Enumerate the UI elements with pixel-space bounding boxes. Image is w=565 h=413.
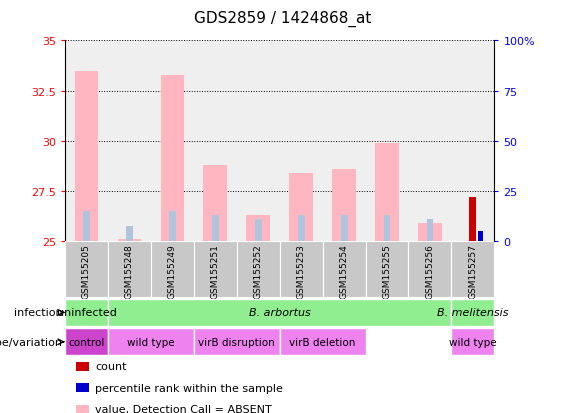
Text: GSM155249: GSM155249 bbox=[168, 243, 177, 298]
Text: GSM155255: GSM155255 bbox=[383, 243, 392, 298]
Text: GSM155205: GSM155205 bbox=[82, 243, 91, 298]
Bar bbox=[108, 41, 151, 242]
Text: value, Detection Call = ABSENT: value, Detection Call = ABSENT bbox=[95, 404, 272, 413]
Bar bbox=[151, 242, 194, 297]
Bar bbox=[65, 41, 108, 242]
Bar bbox=[341, 216, 347, 242]
Text: GSM155253: GSM155253 bbox=[297, 243, 306, 298]
Bar bbox=[169, 211, 176, 242]
Bar bbox=[83, 211, 90, 242]
Text: GSM155254: GSM155254 bbox=[340, 243, 349, 298]
Bar bbox=[160, 75, 184, 242]
Bar bbox=[118, 240, 141, 242]
Bar bbox=[194, 41, 237, 242]
Bar bbox=[470, 197, 476, 242]
Bar bbox=[408, 41, 451, 242]
Bar bbox=[126, 227, 133, 242]
Text: B. melitensis: B. melitensis bbox=[437, 308, 508, 318]
Bar bbox=[280, 328, 366, 356]
Text: uninfected: uninfected bbox=[56, 308, 116, 318]
Bar bbox=[246, 216, 270, 242]
Bar bbox=[237, 242, 280, 297]
Bar bbox=[366, 242, 408, 297]
Text: GSM155252: GSM155252 bbox=[254, 243, 263, 298]
Text: B. arbortus: B. arbortus bbox=[249, 308, 311, 318]
Bar bbox=[255, 220, 262, 242]
Bar bbox=[451, 242, 494, 297]
Bar bbox=[375, 143, 399, 242]
Text: virB disruption: virB disruption bbox=[198, 337, 275, 347]
Text: percentile rank within the sample: percentile rank within the sample bbox=[95, 383, 284, 393]
Bar bbox=[418, 223, 442, 242]
Bar bbox=[108, 328, 194, 356]
Text: GDS2859 / 1424868_at: GDS2859 / 1424868_at bbox=[194, 10, 371, 26]
Bar bbox=[212, 216, 219, 242]
Bar bbox=[194, 242, 237, 297]
Bar bbox=[323, 41, 366, 242]
Text: wild type: wild type bbox=[127, 337, 175, 347]
Text: GSM155248: GSM155248 bbox=[125, 243, 134, 298]
Bar bbox=[65, 328, 108, 356]
Bar bbox=[451, 41, 494, 242]
Bar bbox=[427, 220, 433, 242]
Text: wild type: wild type bbox=[449, 337, 497, 347]
Bar bbox=[194, 328, 280, 356]
Bar bbox=[332, 169, 356, 242]
Text: control: control bbox=[68, 337, 105, 347]
Bar bbox=[289, 173, 313, 242]
Bar bbox=[108, 242, 151, 297]
Bar bbox=[65, 299, 108, 326]
Text: infection: infection bbox=[14, 308, 63, 318]
Text: genotype/variation: genotype/variation bbox=[0, 337, 63, 347]
Text: GSM155256: GSM155256 bbox=[425, 243, 434, 298]
Text: virB deletion: virB deletion bbox=[289, 337, 356, 347]
Bar bbox=[203, 166, 227, 242]
Bar bbox=[280, 41, 323, 242]
Text: GSM155257: GSM155257 bbox=[468, 243, 477, 298]
Bar bbox=[75, 71, 98, 242]
Bar bbox=[151, 41, 194, 242]
Bar bbox=[65, 242, 108, 297]
Bar bbox=[408, 242, 451, 297]
Bar bbox=[470, 228, 476, 242]
Bar bbox=[451, 299, 494, 326]
Bar bbox=[280, 242, 323, 297]
Bar bbox=[384, 216, 390, 242]
Bar bbox=[451, 328, 494, 356]
Bar bbox=[478, 232, 483, 242]
Bar bbox=[298, 216, 305, 242]
Bar bbox=[366, 41, 408, 242]
Text: GSM155251: GSM155251 bbox=[211, 243, 220, 298]
Text: count: count bbox=[95, 361, 127, 371]
Bar bbox=[108, 299, 451, 326]
Bar bbox=[237, 41, 280, 242]
Bar bbox=[323, 242, 366, 297]
